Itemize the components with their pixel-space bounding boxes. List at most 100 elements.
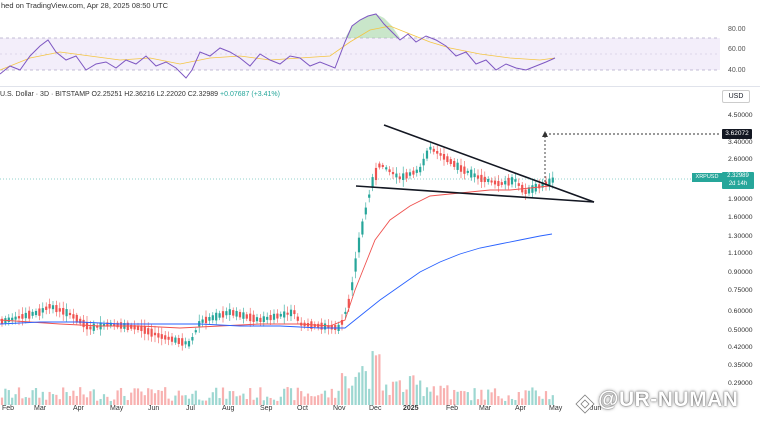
candle-body — [351, 282, 354, 291]
rsi-overbought-fill — [345, 14, 400, 38]
candle-body — [28, 310, 31, 319]
legend-high: H2.36216 — [124, 91, 155, 98]
volume-bar — [371, 351, 374, 405]
candle-body — [361, 221, 364, 235]
candle-body — [130, 324, 133, 329]
candle-body — [476, 175, 480, 179]
volume-bar — [344, 376, 347, 405]
volume-bar — [381, 390, 384, 405]
candle-body — [106, 322, 109, 327]
candle-body — [58, 308, 61, 312]
published-header: hed on TradingView.com, Apr 28, 2025 08:… — [1, 1, 169, 10]
candle-body — [34, 310, 38, 316]
volume-bar — [398, 380, 401, 405]
watermark-logo-icon — [575, 394, 595, 414]
candle-body — [14, 316, 17, 320]
volume-bar — [453, 389, 456, 405]
volume-bar — [232, 391, 235, 405]
volume-bar — [456, 391, 459, 405]
price-tick: 0.42000 — [728, 344, 753, 351]
candle-body — [354, 258, 357, 272]
volume-bar — [58, 399, 61, 405]
candle-body — [405, 172, 408, 179]
volume-bar — [466, 392, 469, 405]
candle-body — [102, 324, 106, 327]
candle-body — [266, 316, 269, 320]
price-chart[interactable] — [0, 100, 720, 405]
pane-divider[interactable] — [0, 86, 760, 87]
volume-bar — [361, 366, 364, 405]
volume-bar — [28, 397, 31, 405]
candle-body — [119, 322, 123, 329]
volume-bar — [279, 396, 282, 405]
candle-body — [317, 323, 320, 328]
candle-body — [187, 341, 191, 347]
volume-bar — [351, 385, 354, 405]
rsi-tick: 80.00 — [728, 26, 746, 33]
candle-body — [456, 162, 459, 170]
price-tick: 3.40000 — [728, 139, 753, 146]
volume-bar — [470, 400, 473, 405]
price-tick: 1.60000 — [728, 214, 753, 221]
volume-bar — [459, 390, 463, 405]
candle-body — [218, 313, 221, 318]
candle-body — [191, 336, 194, 341]
candle-body — [541, 182, 544, 188]
candle-body — [225, 311, 228, 316]
candle-body — [446, 156, 449, 163]
rsi-tick: 60.00 — [728, 46, 746, 53]
candle-body — [143, 326, 146, 334]
price-tick: 0.50000 — [728, 327, 753, 334]
volume-bar — [167, 398, 170, 405]
volume-bar — [487, 389, 490, 405]
candle-body — [174, 337, 177, 343]
volume-bar — [48, 391, 51, 405]
candle-body — [538, 184, 541, 189]
volume-bar — [14, 394, 17, 405]
volume-bar — [24, 397, 27, 405]
current-price-label: 2.32989 2d 14h — [722, 172, 754, 189]
volume-bar — [432, 386, 435, 405]
candle-body — [51, 305, 55, 310]
candle-body — [62, 307, 65, 315]
volume-bar — [130, 392, 133, 405]
candle-body — [368, 194, 371, 198]
legend-symbol: U.S. Dollar · 3D · BITSTAMP — [0, 91, 90, 98]
candle-body — [279, 313, 282, 317]
volume-bar — [405, 389, 408, 405]
volume-bar — [119, 387, 123, 405]
candle-body — [415, 169, 418, 173]
candle-body — [385, 167, 388, 170]
volume-bar — [517, 392, 520, 405]
ticker-label: XRPUSD — [692, 173, 722, 182]
volume-bar — [225, 398, 228, 405]
volume-bar — [422, 396, 425, 405]
candle-body — [439, 153, 442, 156]
volume-bar — [170, 400, 174, 405]
candle-body — [364, 207, 367, 215]
watermark-text: @UR-NUMAN — [598, 388, 739, 411]
price-axis[interactable]: 4.50000 3.40000 2.60000 1.90000 1.60000 … — [720, 86, 760, 406]
volume-bar — [402, 391, 405, 405]
candle-body — [334, 325, 337, 331]
candle-body — [425, 150, 429, 159]
candle-body — [133, 325, 136, 330]
candle-body — [327, 325, 330, 329]
time-axis[interactable]: Feb Mar Apr May Jun Jul Aug Sep Oct Nov … — [0, 405, 720, 426]
volume-bar — [480, 389, 483, 405]
rsi-tick: 40.00 — [728, 67, 746, 74]
currency-button[interactable]: USD — [722, 90, 750, 103]
price-tick: 0.35000 — [728, 362, 753, 369]
volume-bar — [51, 394, 55, 405]
candle-body — [504, 180, 507, 185]
ma-long-line — [0, 233, 553, 329]
volume-bar — [340, 373, 344, 405]
volume-bar — [238, 395, 242, 405]
volume-bar — [327, 397, 330, 405]
volume-bar — [147, 388, 150, 405]
candle-body — [204, 316, 208, 324]
volume-bar — [17, 387, 21, 405]
time-label: Jul — [186, 405, 195, 412]
wedge-lower-line — [355, 185, 595, 203]
volume-bar — [96, 400, 99, 405]
